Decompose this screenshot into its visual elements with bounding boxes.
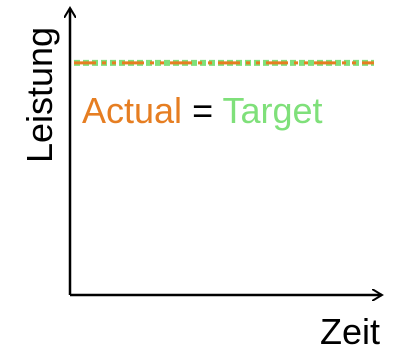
annotation-equals: = <box>192 90 222 131</box>
annotation-target: Target <box>222 90 322 131</box>
annotation-actual: Actual <box>82 90 192 131</box>
x-axis-label: Zeit <box>320 311 380 347</box>
annotation-text: Actual = Target <box>82 90 323 131</box>
y-axis-label: Leistung <box>19 27 60 163</box>
